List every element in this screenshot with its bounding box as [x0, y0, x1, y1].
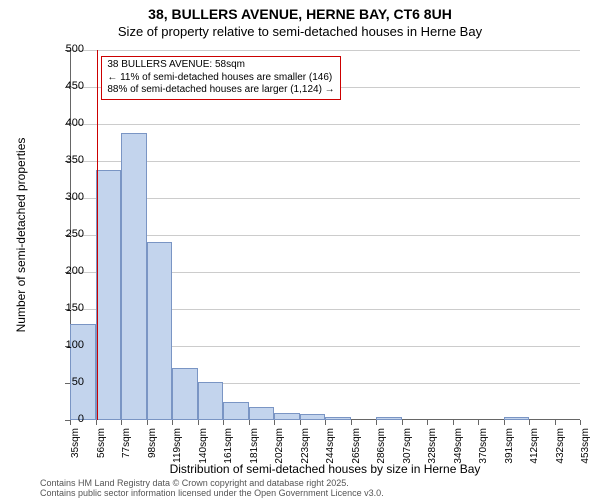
histogram-bar: [376, 417, 402, 420]
chart-container: 38, BULLERS AVENUE, HERNE BAY, CT6 8UH S…: [0, 0, 600, 500]
y-tick-label: 100: [56, 339, 84, 351]
x-tick-mark: [555, 420, 556, 425]
histogram-bar: [300, 414, 326, 420]
x-tick-label: 391sqm: [504, 428, 515, 468]
y-tick-label: 500: [56, 43, 84, 55]
x-tick-label: 307sqm: [402, 428, 413, 468]
chart-title-line2: Size of property relative to semi-detach…: [0, 24, 600, 39]
x-tick-label: 181sqm: [249, 428, 260, 468]
annotation-line3: 88% of semi-detached houses are larger (…: [107, 84, 334, 97]
y-tick-label: 350: [56, 154, 84, 166]
x-tick-mark: [198, 420, 199, 425]
x-tick-mark: [376, 420, 377, 425]
x-tick-mark: [172, 420, 173, 425]
x-tick-label: 265sqm: [351, 428, 362, 468]
histogram-bar: [223, 402, 249, 421]
histogram-bar: [172, 368, 198, 420]
histogram-bar: [198, 382, 224, 420]
x-tick-mark: [274, 420, 275, 425]
attribution-line2: Contains public sector information licen…: [40, 488, 384, 498]
histogram-bar: [274, 413, 300, 420]
histogram-bar: [96, 170, 122, 420]
x-tick-mark: [529, 420, 530, 425]
x-tick-label: 453sqm: [580, 428, 591, 468]
grid-line: [70, 235, 580, 236]
y-tick-label: 200: [56, 265, 84, 277]
x-tick-label: 223sqm: [300, 428, 311, 468]
x-tick-label: 432sqm: [555, 428, 566, 468]
x-tick-label: 140sqm: [198, 428, 209, 468]
x-tick-mark: [504, 420, 505, 425]
x-tick-mark: [351, 420, 352, 425]
x-tick-mark: [453, 420, 454, 425]
x-tick-label: 202sqm: [274, 428, 285, 468]
histogram-bar: [325, 417, 351, 420]
y-tick-label: 250: [56, 228, 84, 240]
histogram-bar: [504, 417, 530, 420]
x-tick-mark: [325, 420, 326, 425]
grid-line: [70, 198, 580, 199]
y-tick-label: 400: [56, 117, 84, 129]
grid-line: [70, 161, 580, 162]
chart-plot-area: 38 BULLERS AVENUE: 58sqm← 11% of semi-de…: [70, 50, 580, 420]
x-tick-label: 244sqm: [325, 428, 336, 468]
x-tick-label: 412sqm: [529, 428, 540, 468]
x-tick-mark: [147, 420, 148, 425]
y-axis-label: Number of semi-detached properties: [14, 50, 28, 420]
y-tick-label: 0: [56, 413, 84, 425]
attribution-text: Contains HM Land Registry data © Crown c…: [40, 478, 384, 499]
x-tick-mark: [249, 420, 250, 425]
x-tick-label: 119sqm: [172, 428, 183, 468]
x-tick-mark: [96, 420, 97, 425]
chart-title-line1: 38, BULLERS AVENUE, HERNE BAY, CT6 8UH: [0, 6, 600, 22]
x-tick-label: 349sqm: [453, 428, 464, 468]
marker-line: [97, 50, 98, 420]
x-tick-label: 77sqm: [121, 428, 132, 468]
x-tick-label: 286sqm: [376, 428, 387, 468]
annotation-box: 38 BULLERS AVENUE: 58sqm← 11% of semi-de…: [101, 56, 340, 100]
x-tick-mark: [223, 420, 224, 425]
y-tick-label: 50: [56, 376, 84, 388]
annotation-line1: 38 BULLERS AVENUE: 58sqm: [107, 59, 334, 72]
x-tick-label: 35sqm: [70, 428, 81, 468]
x-tick-mark: [580, 420, 581, 425]
x-tick-mark: [478, 420, 479, 425]
x-tick-label: 56sqm: [96, 428, 107, 468]
x-tick-label: 98sqm: [147, 428, 158, 468]
histogram-bar: [249, 407, 275, 420]
histogram-bar: [121, 133, 147, 420]
annotation-line2: ← 11% of semi-detached houses are smalle…: [107, 72, 334, 85]
grid-line: [70, 124, 580, 125]
attribution-line1: Contains HM Land Registry data © Crown c…: [40, 478, 384, 488]
x-tick-label: 328sqm: [427, 428, 438, 468]
y-tick-label: 150: [56, 302, 84, 314]
y-tick-label: 450: [56, 80, 84, 92]
x-tick-mark: [300, 420, 301, 425]
y-tick-label: 300: [56, 191, 84, 203]
x-tick-label: 161sqm: [223, 428, 234, 468]
grid-line: [70, 50, 580, 51]
x-tick-mark: [402, 420, 403, 425]
x-tick-label: 370sqm: [478, 428, 489, 468]
x-tick-mark: [121, 420, 122, 425]
histogram-bar: [147, 242, 173, 420]
x-tick-mark: [427, 420, 428, 425]
